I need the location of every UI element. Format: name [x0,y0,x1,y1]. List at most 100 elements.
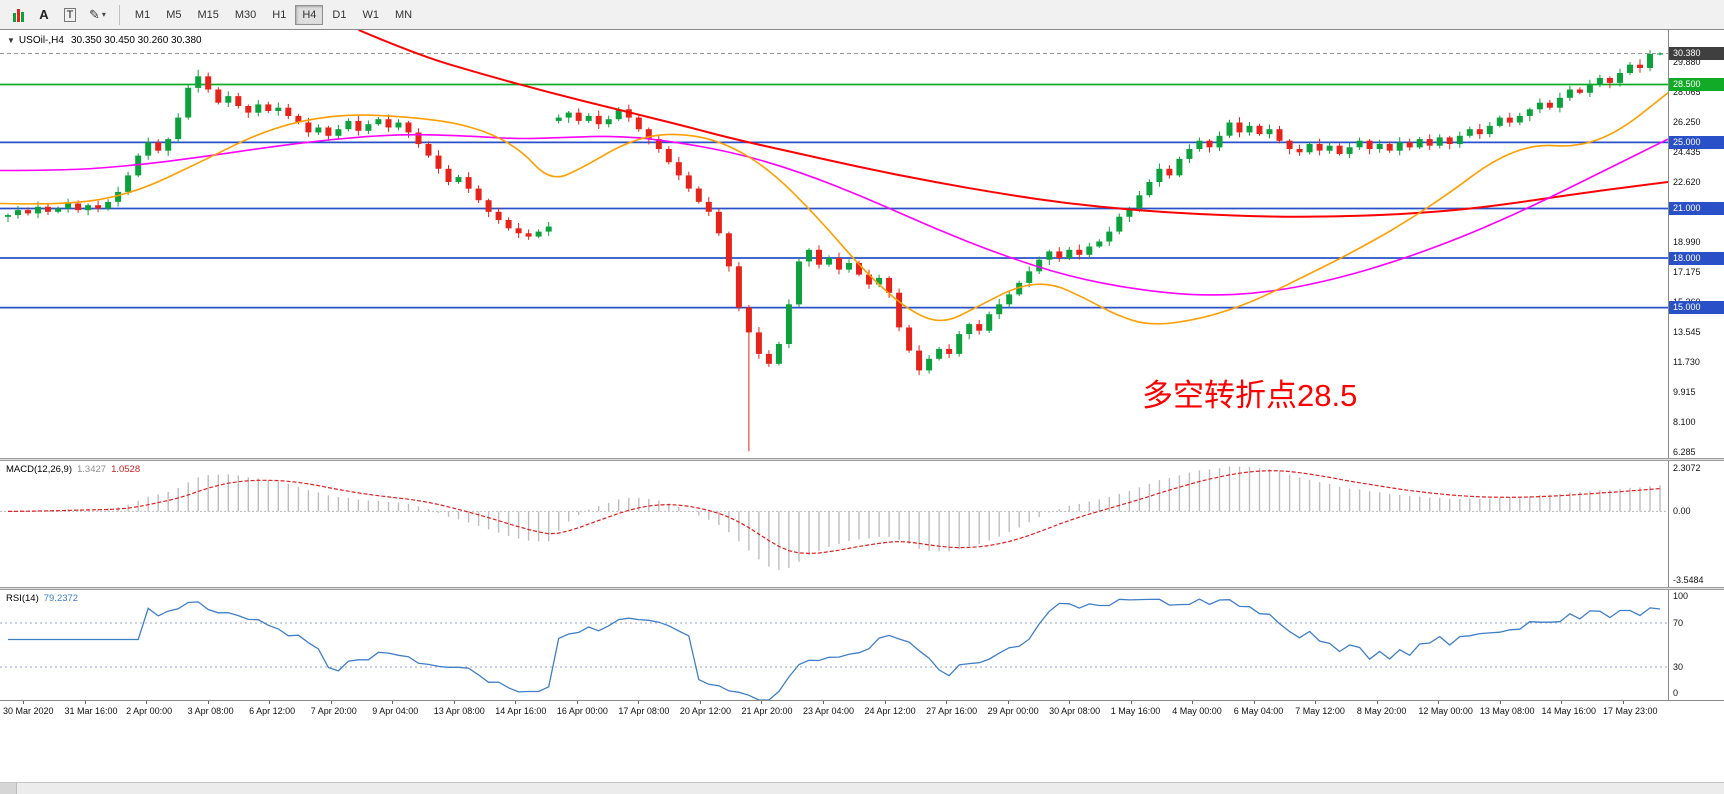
price-tag-21.000: 21.000 [1669,201,1724,215]
price-chart-svg [0,30,1668,452]
macd-histogram [17,466,1661,570]
price-axis-label: 11.730 [1673,356,1700,367]
panel-separator[interactable] [0,587,1724,590]
panel-separator[interactable] [0,458,1724,461]
macd-panel: MACD(12,26,9) 1.3427 1.0528 2.3072 0.00 -3.5… [0,461,1724,587]
time-tick [699,701,701,704]
price-tag-18.000: 18.000 [1669,251,1724,265]
timeframe-button-h1[interactable]: H1 [265,5,293,25]
rsi-line [8,598,1661,700]
rsi-plot[interactable]: RSI(14) 79.2372 [0,590,1668,700]
pencil-icon: ✎ [89,6,100,22]
time-tick [269,701,271,704]
rsi-scale-label: 100 [1673,591,1689,601]
time-axis-label: 16 Apr 00:00 [556,706,608,716]
collapse-chart-icon[interactable]: ▼ [7,36,15,45]
macd-main-value: 1.3427 [77,464,107,475]
time-axis-label: 23 Apr 04:00 [803,706,855,716]
time-axis-label: 6 Apr 12:00 [249,706,296,716]
timeframe-button-h4[interactable]: H4 [295,4,324,25]
time-axis-label: 12 May 00:00 [1418,706,1473,716]
price-axis-label: 24.435 [1673,146,1701,157]
price-axis-label: 26.250 [1673,116,1701,127]
timeframe-button-m1[interactable]: M1 [128,5,157,25]
price-axis-label: 18.990 [1673,236,1701,247]
price-axis-label: 28.065 [1673,86,1701,97]
time-axis-label: 1 May 16:00 [1110,706,1161,716]
time-tick [884,701,886,704]
rsi-header: RSI(14) 79.2372 [6,593,78,604]
rsi-scale-label: 70 [1673,618,1684,628]
time-tick [1499,701,1501,704]
ma-medium-magenta [0,133,1668,296]
time-tick [207,701,209,704]
rsi-value: 79.2372 [43,593,79,604]
time-tick [576,701,578,704]
time-axis[interactable]: 30 Mar 2020 31 Mar 16:00 2 Apr 00:00 3 Apr … [0,700,1724,720]
toolbar-separator [118,4,120,25]
price-tag-28.500: 28.500 [1669,78,1724,92]
timeframe-button-m5[interactable]: M5 [159,5,188,25]
macd-plot[interactable]: MACD(12,26,9) 1.3427 1.0528 [0,461,1668,587]
bottom-strip [0,782,1724,794]
time-tick [330,701,332,704]
rsi-scale: 100 70 30 0 [1668,590,1724,700]
timeframe-button-w1[interactable]: W1 [355,5,386,25]
chart-annotation: 多空转折点28.5 [1142,378,1358,413]
candlestick-chart-icon [12,8,24,22]
time-tick [761,701,763,704]
time-axis-label: 4 May 00:00 [1172,706,1222,716]
text-tool-button[interactable]: A [32,3,56,27]
time-axis-label: 31 Mar 16:00 [64,706,118,716]
macd-scale: 2.3072 0.00 -3.5484 [1668,461,1724,587]
text-label-tool-button[interactable]: T [58,3,82,27]
time-axis-label: 30 Apr 08:00 [1049,706,1101,716]
macd-label: MACD(12,26,9) [6,464,72,475]
chart-symbol-label: USOil-,H4 [18,35,64,46]
dropdown-caret-icon: ▾ [101,10,106,19]
time-axis-label: 7 May 12:00 [1295,706,1345,716]
scroll-corner [0,783,17,794]
time-axis-label: 17 May 23:00 [1603,706,1658,716]
time-tick [1130,701,1132,704]
price-tag-15.000: 15.000 [1669,301,1724,315]
timeframe-button-m15[interactable]: M15 [190,5,225,25]
time-axis-label: 8 May 20:00 [1356,706,1407,716]
time-tick [392,701,394,704]
macd-scale-label: 2.3072 [1673,463,1701,473]
main-plot[interactable]: ▼ USOil-,H4 30.350 30.450 30.260 30.380 多空… [0,30,1668,458]
time-axis-label: 13 May 08:00 [1479,706,1535,716]
rsi-scale-label: 0 [1673,688,1679,698]
rsi-label: RSI(14) [6,593,39,604]
time-tick [84,701,86,704]
time-tick [946,701,948,704]
chart-ohlc-values: 30.350 30.450 30.260 30.380 [70,35,202,46]
macd-signal-value: 1.0528 [111,464,141,475]
bottom-area [0,720,1724,794]
macd-scale-label: 0.00 [1673,506,1691,517]
price-axis-label: 9.915 [1673,386,1696,397]
time-axis-label: 14 Apr 16:00 [495,706,547,716]
time-axis-label: 30 Mar 2020 [3,706,54,716]
price-axis-label: 17.175 [1673,266,1701,277]
timeframe-button-mn[interactable]: MN [388,5,419,25]
toolbar: A T ✎ ▾ M1 M5 M15 M30 H1 H4 D1 W1 MN [0,0,1724,30]
current-price-tag: 30.380 [1669,46,1724,60]
rsi-chart-svg [0,598,1668,700]
time-tick [1623,701,1624,704]
time-tick [823,701,824,704]
time-axis-label: 20 Apr 12:00 [679,706,731,716]
price-axis-label: 13.545 [1673,326,1701,337]
time-axis-label: 17 Apr 08:00 [618,706,670,716]
drawing-tools-button[interactable]: ✎ ▾ [84,3,111,27]
time-tick [638,701,640,704]
time-axis-label: 6 May 04:00 [1233,706,1284,716]
time-tick [1069,701,1071,704]
macd-chart-svg [0,466,1668,570]
time-axis-label: 3 Apr 08:00 [187,706,234,716]
time-tick [23,701,24,704]
timeframe-button-d1[interactable]: D1 [325,5,353,25]
time-tick [1438,701,1440,704]
chart-type-button[interactable] [6,3,30,27]
timeframe-button-m30[interactable]: M30 [228,5,263,25]
